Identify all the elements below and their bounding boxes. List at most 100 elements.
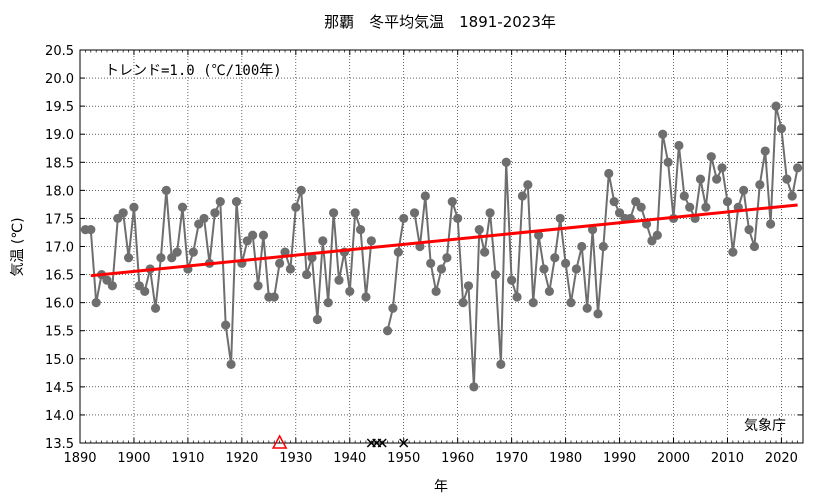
data-point [253,281,263,291]
data-point [350,208,360,218]
x-tick-label: 1920 [225,451,258,466]
data-point [269,292,279,302]
data-point [463,281,474,291]
y-tick-label: 14.0 [45,409,74,424]
missing-data-marker [377,438,387,448]
x-tick-label: 1930 [279,451,312,466]
data-point [787,191,797,201]
data-point [86,225,96,235]
data-point [739,185,749,195]
x-tick-label: 1890 [63,451,96,466]
series-line-segment [413,105,799,387]
data-point [426,258,436,268]
data-point [91,298,101,308]
data-point [744,225,754,235]
data-point [766,219,776,229]
data-point [248,230,258,240]
data-point [355,225,366,235]
data-point [221,320,231,330]
data-point [156,253,166,263]
y-tick-label: 19.5 [45,100,74,115]
missing-data-marker [399,438,409,448]
data-point [534,230,544,240]
y-tick-label: 14.5 [45,381,74,396]
data-point [291,202,301,212]
data-point [636,202,646,212]
data-point [598,241,608,252]
data-point [436,264,447,274]
data-point [490,269,501,280]
credit-label: 気象庁 [744,418,786,434]
data-point [728,247,738,257]
y-tick-label: 17.0 [45,241,74,256]
data-point [593,309,603,319]
data-point [485,208,495,218]
data-point [604,168,614,179]
x-tick-label: 1950 [387,451,420,466]
data-point [361,292,371,302]
missing-mark-stroke [377,438,387,448]
data-point [577,241,587,252]
data-point [199,213,209,224]
grid-lines [80,50,803,443]
data-point [215,196,225,207]
data-point [280,247,290,257]
data-point [366,236,376,246]
data-point [658,129,668,139]
data-point [258,230,269,240]
data-point [177,202,188,212]
data-point [722,196,733,207]
data-point [539,264,549,274]
data-point [782,174,792,184]
data-point [571,264,581,274]
data-point [345,286,355,297]
data-point [447,196,457,207]
data-point [755,180,765,190]
data-point [771,101,781,111]
data-point [150,303,161,313]
event-markers [271,434,409,449]
data-point [701,202,711,212]
x-tick-label: 1990 [603,451,636,466]
data-point [323,298,333,308]
data-point [458,298,468,308]
data-point [318,236,328,246]
y-tick-label: 15.0 [45,353,74,368]
y-tick-label: 16.5 [45,269,74,284]
data-point [480,247,490,257]
trend-line [90,203,798,278]
y-tick-label: 17.5 [45,212,74,227]
data-point [382,326,393,336]
data-point [706,152,716,162]
data-point [695,174,706,184]
data-point [285,264,296,274]
data-point [474,225,484,235]
data-point [517,191,528,201]
trend-annotation: トレンド=1.0 (℃/100年) [105,63,282,79]
data-point [512,292,522,302]
x-tick-label: 2020 [765,451,798,466]
y-tick-label: 16.0 [45,297,74,312]
data-point [393,247,403,257]
data-point [123,253,134,263]
data-point [544,286,555,297]
data-point [140,286,150,297]
data-point [231,196,242,207]
missing-mark-stroke [399,438,409,448]
y-tick-label: 15.5 [45,325,74,340]
data-point [793,163,803,173]
data-point [334,275,344,285]
data-point [679,191,689,201]
data-point [388,303,398,313]
y-tick-label: 20.0 [45,72,74,87]
x-tick-label: 1960 [441,451,474,466]
data-point [210,208,220,218]
data-point [161,185,171,195]
data-point [328,208,339,218]
x-tick-label: 1940 [333,451,366,466]
data-point [685,202,695,212]
data-point [717,163,727,173]
y-tick-label: 13.5 [45,437,74,452]
data-point [712,174,722,184]
data-point [312,314,323,325]
